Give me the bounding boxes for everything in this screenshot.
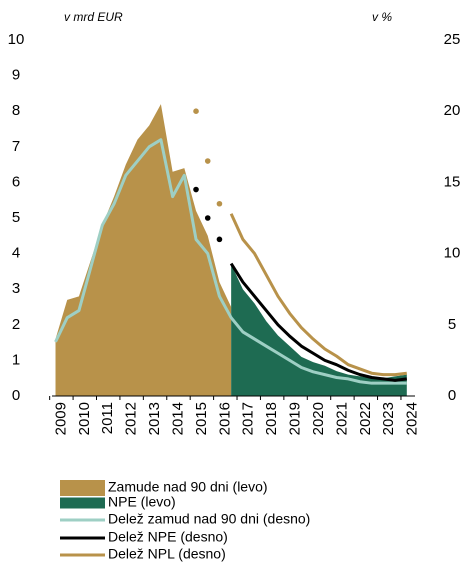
- legend-label: Delež zamud nad 90 dni (desno): [108, 511, 310, 527]
- y2-tick-label: 25: [444, 31, 461, 48]
- legend-swatch: [60, 497, 105, 509]
- x-tick-label: 2017: [240, 402, 257, 435]
- legend-label: Zamude nad 90 dni (levo): [108, 479, 268, 495]
- x-tick-label: 2018: [263, 402, 280, 435]
- x-tick-label: 2016: [216, 402, 233, 435]
- x-tick-label: 2011: [99, 402, 116, 434]
- x-tick-label: 2013: [146, 402, 163, 435]
- y2-tick-label: 5: [448, 316, 456, 333]
- y-tick-label: 7: [12, 138, 20, 155]
- legend-label: Delež NPE (desno): [108, 529, 228, 545]
- dot: [216, 236, 223, 243]
- dot: [193, 186, 199, 193]
- x-tick-label: 2021: [333, 402, 350, 435]
- dot: [204, 158, 211, 164]
- y-tick-label: 3: [12, 280, 20, 297]
- y-tick-label: 6: [12, 173, 20, 190]
- y-tick-label: 2: [12, 316, 20, 333]
- line: [229, 213, 407, 377]
- dot: [204, 215, 211, 221]
- y-tick-label: 1: [12, 351, 20, 368]
- y2-tick-label: 0: [448, 387, 456, 404]
- line: [229, 262, 407, 382]
- y-tick-label: 8: [12, 102, 20, 119]
- line: [54, 138, 407, 385]
- dot: [193, 108, 199, 114]
- x-tick-label: 2023: [380, 402, 397, 435]
- y-tick-label: 4: [12, 245, 20, 262]
- y2-tick-label: 20: [444, 102, 461, 119]
- dot: [216, 200, 223, 207]
- x-tick-label: 2009: [52, 402, 69, 435]
- x-tick-label: 2024: [404, 402, 421, 435]
- x-tick-label: 2012: [123, 402, 140, 435]
- y-tick-label: 9: [12, 67, 20, 84]
- area: [55, 104, 232, 396]
- x-tick-label: 2014: [169, 402, 186, 435]
- y-tick-label: 5: [12, 209, 20, 226]
- x-tick-label: 2015: [193, 402, 210, 435]
- y2-axis-label: v %: [372, 10, 392, 24]
- x-tick-label: 2010: [76, 402, 93, 435]
- x-tick-label: 2020: [310, 402, 327, 435]
- legend-label: Delež NPL (desno): [108, 546, 226, 562]
- x-tick-label: 2022: [357, 402, 374, 435]
- area: [231, 264, 407, 396]
- legend-label: NPE (levo): [108, 494, 176, 510]
- y-tick-label: 0: [12, 387, 20, 404]
- x-tick-label: 2019: [287, 402, 304, 435]
- y2-tick-label: 15: [444, 173, 461, 190]
- y2-tick-label: 10: [444, 245, 461, 262]
- y-tick-label: 10: [8, 31, 25, 48]
- y-axis-label: v mrd EUR: [64, 10, 123, 24]
- legend-swatch: [60, 480, 105, 496]
